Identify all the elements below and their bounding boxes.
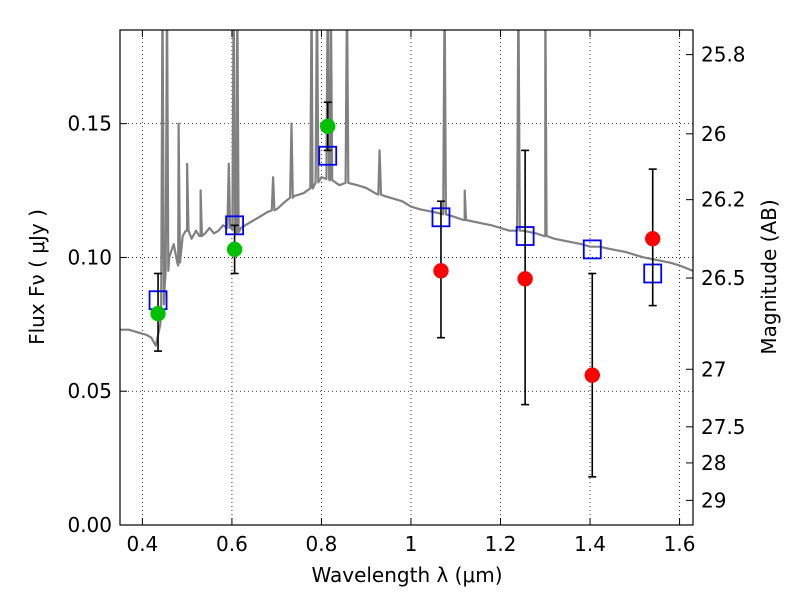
y2-tick-label: 27.5 [701,415,746,439]
detection-point [150,305,166,322]
nondetection-point [584,367,601,383]
detection-point [226,241,243,258]
y2-tick-label: 26.5 [701,266,746,290]
x-tick-label: 1 [405,532,418,556]
y2-tick-label: 25.8 [701,43,746,67]
y2-tick-label: 27 [701,357,726,381]
y2-tick-label: 26.2 [701,188,746,212]
spectrum-line [120,30,693,347]
y-axis-label: Flux Fν ( μJy ) [25,209,49,345]
y2-tick-label: 29 [701,488,726,512]
x-tick-label: 0.6 [216,532,248,556]
y2-tick-label: 26 [701,122,726,146]
x-tick-label: 1.6 [664,532,696,556]
y2-tick-label: 28 [701,451,726,475]
y-tick-label: 0.10 [67,245,112,269]
y2-axis-label: Magnitude (AB) [757,199,781,354]
model-square-marker [582,239,602,260]
y-tick-label: 0.00 [67,513,112,537]
plot-area [120,30,693,478]
plot-frame [119,29,694,526]
detection-point [319,118,336,135]
x-tick-label: 0.8 [306,532,338,556]
x-tick-label: 1.4 [574,532,606,556]
y-tick-label: 0.15 [67,112,112,136]
x-tick-label: 0.4 [126,532,158,556]
axes: 0.4 0.6 0.8 1 1.2 1.4 1.6 0.00 0.05 0.10 0.15 25.8 2… [67,29,746,556]
nondetection-point [517,271,533,287]
x-axis-label: Wavelength λ (μm) [311,563,502,587]
y-tick-label: 0.05 [67,379,112,403]
nondetection-point [433,263,449,279]
nondetection-point [644,230,661,247]
x-tick-label: 1.2 [485,532,517,556]
grid-lines [120,30,693,526]
